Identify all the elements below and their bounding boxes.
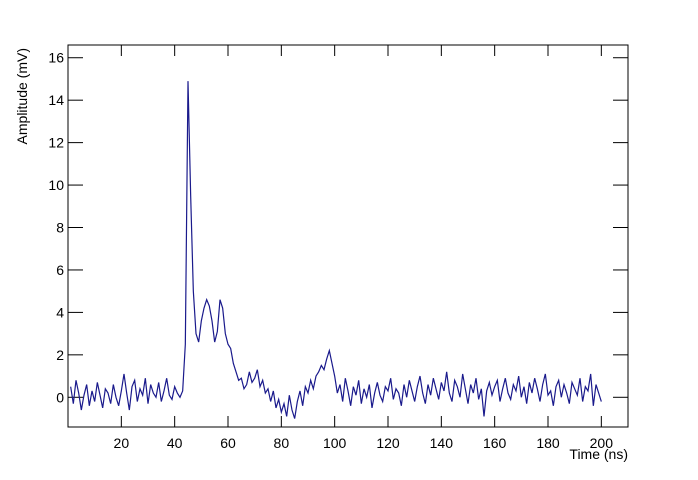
plot-frame bbox=[67, 44, 629, 428]
x-tick-label: 200 bbox=[590, 435, 614, 451]
x-tick-label: 160 bbox=[483, 435, 507, 451]
x-axis-title: Time (ns) bbox=[569, 446, 628, 462]
x-tick-label: 180 bbox=[536, 435, 560, 451]
y-tick-label: 8 bbox=[56, 220, 64, 236]
y-tick-label: 6 bbox=[56, 262, 64, 278]
x-tick-label: 120 bbox=[376, 435, 400, 451]
x-tick-label: 20 bbox=[114, 435, 130, 451]
y-tick-label: 10 bbox=[48, 177, 64, 193]
y-tick-label: 4 bbox=[56, 304, 64, 320]
y-axis-title: Amplitude (mV) bbox=[14, 48, 30, 144]
x-tick-label: 40 bbox=[167, 435, 183, 451]
y-tick-label: 0 bbox=[56, 389, 64, 405]
y-tick-label: 12 bbox=[48, 135, 64, 151]
y-tick-label: 2 bbox=[56, 347, 64, 363]
y-tick-label: 16 bbox=[48, 50, 64, 66]
x-tick-label: 60 bbox=[220, 435, 236, 451]
y-tick-label: 14 bbox=[48, 92, 64, 108]
x-tick-label: 80 bbox=[274, 435, 290, 451]
x-tick-label: 100 bbox=[323, 435, 347, 451]
waveform-line bbox=[70, 81, 602, 419]
x-tick-label: 140 bbox=[430, 435, 454, 451]
